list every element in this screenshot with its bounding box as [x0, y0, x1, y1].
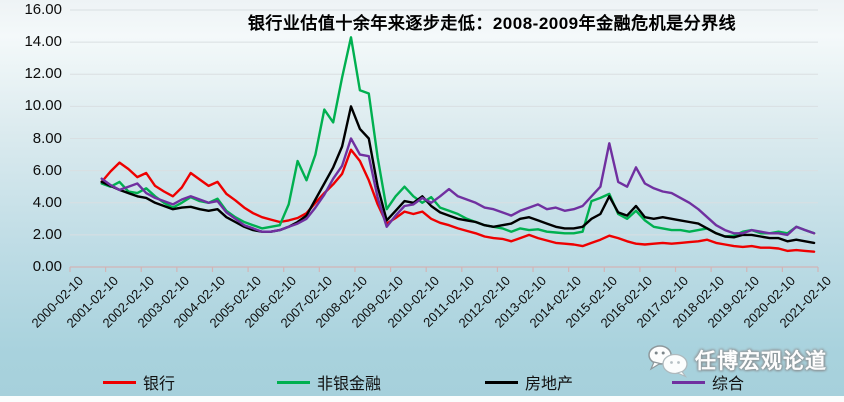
legend-item-nonbank-financial: 非银金融	[277, 371, 381, 393]
chart-title: 银行业估值十余年来逐步走低：2008-2009年金融危机是分界线	[247, 14, 737, 33]
y-axis-label: 0.00	[32, 258, 62, 275]
wechat-icon	[648, 345, 688, 378]
legend-label-real-estate: 房地产	[525, 376, 574, 393]
y-axis-label: 16.00	[24, 1, 62, 18]
y-axis-label: 4.00	[32, 193, 62, 211]
series-line-real-estate	[100, 105, 816, 245]
legend-label-bank: 银行	[143, 376, 176, 393]
legend-label-composite: 综合	[712, 376, 745, 393]
watermark-text: 任博宏观论道	[695, 350, 827, 373]
series-line-composite	[100, 137, 816, 237]
y-axis-label: 8.00	[32, 129, 62, 147]
legend-item-real-estate: 房地产	[485, 371, 573, 393]
bottom-strip	[0, 396, 844, 402]
legend-label-nonbank-financial: 非银金融	[317, 376, 382, 393]
y-axis-label: 14.00	[24, 33, 62, 51]
legend-swatch-nonbank-financial	[277, 380, 310, 384]
y-axis-label: 10.00	[24, 97, 62, 115]
y-axis-label: 6.00	[32, 161, 62, 179]
legend: 银行 非银金融 房地产 综合	[0, 371, 844, 395]
series-line-nonbank-financial	[100, 36, 816, 238]
legend-swatch-real-estate	[485, 380, 518, 384]
legend-item-composite: 综合	[672, 371, 744, 393]
legend-item-bank: 银行	[103, 371, 175, 393]
legend-swatch-composite	[672, 380, 705, 384]
series-line-bank	[100, 148, 816, 253]
y-axis-label: 12.00	[24, 65, 62, 83]
watermark: 任博宏观论道	[646, 342, 827, 378]
y-axis-label: 2.00	[32, 225, 62, 243]
legend-swatch-bank	[103, 380, 136, 384]
